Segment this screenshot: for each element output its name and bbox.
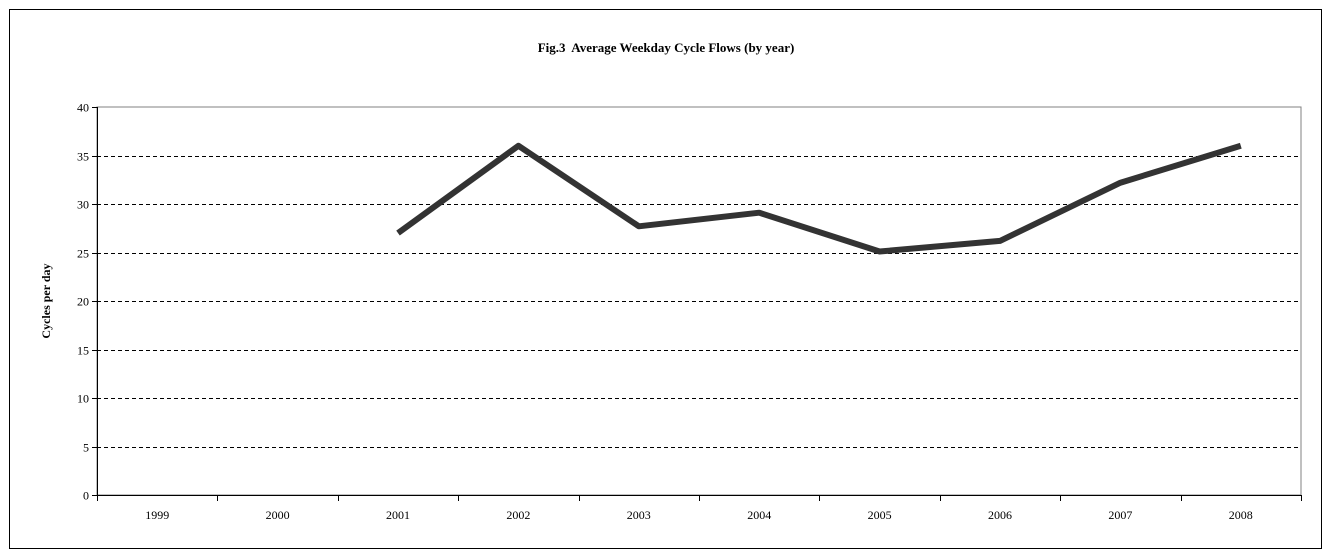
y-tick-label: 25 bbox=[77, 247, 89, 261]
y-tick-label: 5 bbox=[83, 441, 89, 455]
y-tick-label: 20 bbox=[77, 295, 89, 309]
chart-frame bbox=[9, 9, 1322, 549]
y-tick-label: 0 bbox=[83, 489, 89, 503]
x-tick-label: 1999 bbox=[145, 508, 169, 522]
axes bbox=[92, 107, 1302, 501]
x-tick-label: 2002 bbox=[506, 508, 530, 522]
chart-title: Fig.3 Average Weekday Cycle Flows (by ye… bbox=[538, 40, 795, 55]
gridlines bbox=[97, 156, 1301, 448]
x-tick-label: 2007 bbox=[1108, 508, 1132, 522]
x-tick-labels: 1999 2000 2001 2002 2003 2004 2005 2006 2007 2008 bbox=[145, 508, 1253, 522]
x-tick-label: 2004 bbox=[747, 508, 771, 522]
x-tick-label: 2000 bbox=[266, 508, 290, 522]
x-tick-label: 2005 bbox=[868, 508, 892, 522]
series-line bbox=[396, 142, 1242, 255]
x-tick-label: 2003 bbox=[627, 508, 651, 522]
y-tick-label: 15 bbox=[77, 344, 89, 358]
x-tick-label: 2008 bbox=[1229, 508, 1253, 522]
y-tick-label: 30 bbox=[77, 198, 89, 212]
x-tick-label: 2001 bbox=[386, 508, 410, 522]
series-layer bbox=[396, 142, 1242, 255]
y-axis-title: Cycles per day bbox=[39, 263, 53, 338]
y-tick-label: 35 bbox=[77, 150, 89, 164]
x-tick-label: 2006 bbox=[988, 508, 1012, 522]
y-tick-labels: 0 5 10 15 20 25 30 35 40 bbox=[77, 101, 89, 503]
y-tick-label: 40 bbox=[77, 101, 89, 115]
y-tick-label: 10 bbox=[77, 392, 89, 406]
